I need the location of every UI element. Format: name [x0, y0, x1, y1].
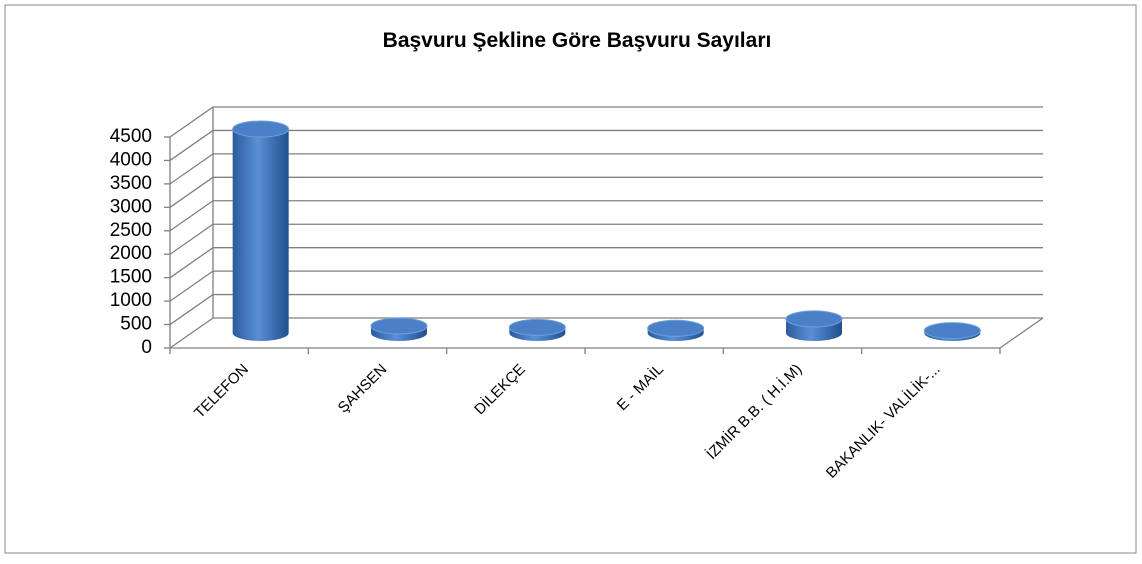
bar-top	[508, 318, 566, 336]
y-tick-label: 1500	[110, 267, 152, 288]
y-tick-label: 4000	[110, 149, 152, 170]
side-grid-line	[169, 294, 214, 326]
side-grid-line	[169, 153, 214, 185]
y-tick-label: 4500	[110, 126, 152, 147]
side-grid-line	[169, 200, 214, 232]
bar-top	[923, 322, 981, 340]
side-grid-line	[169, 317, 214, 349]
y-tick-label: 3500	[110, 173, 152, 194]
y-tick-label: 0	[141, 337, 152, 358]
bar-top	[232, 120, 290, 138]
chart-border	[4, 4, 1137, 554]
y-tick-label: 2000	[110, 243, 152, 264]
y-tick-label: 3000	[110, 196, 152, 217]
side-grid-line	[169, 176, 214, 208]
bar-top	[370, 317, 428, 335]
y-tick-label: 2500	[110, 220, 152, 241]
bar	[232, 129, 289, 341]
y-tick-label: 1000	[110, 290, 152, 311]
side-grid-line	[169, 247, 214, 279]
floor-right	[999, 317, 1044, 349]
bar-top	[647, 319, 705, 337]
bar-top	[785, 310, 843, 328]
side-grid-line	[169, 129, 214, 161]
y-tick-label: 500	[120, 314, 152, 335]
side-grid-line	[169, 270, 214, 302]
side-grid-line	[169, 106, 214, 138]
chart-title: Başvuru Şekline Göre Başvuru Sayıları	[383, 29, 772, 52]
side-grid-line	[169, 223, 214, 255]
